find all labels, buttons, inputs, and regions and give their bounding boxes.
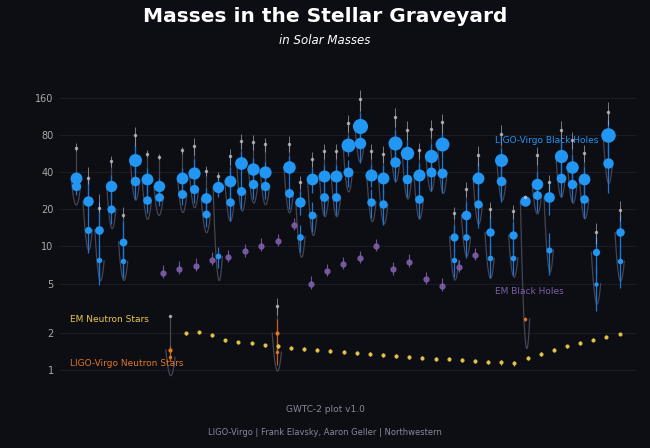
Text: LIGO-Virgo Neutron Stars: LIGO-Virgo Neutron Stars [70,359,183,368]
Text: Masses in the Stellar Graveyard: Masses in the Stellar Graveyard [143,7,507,26]
Text: GWTC-2 plot v1.0: GWTC-2 plot v1.0 [285,405,365,414]
Text: LIGO-Virgo Black Holes: LIGO-Virgo Black Holes [495,136,599,145]
Text: EM Neutron Stars: EM Neutron Stars [70,315,149,324]
Text: EM Black Holes: EM Black Holes [495,287,564,296]
Text: LIGO-Virgo | Frank Elavsky, Aaron Geller | Northwestern: LIGO-Virgo | Frank Elavsky, Aaron Geller… [208,428,442,437]
Text: in Solar Masses: in Solar Masses [280,34,370,47]
